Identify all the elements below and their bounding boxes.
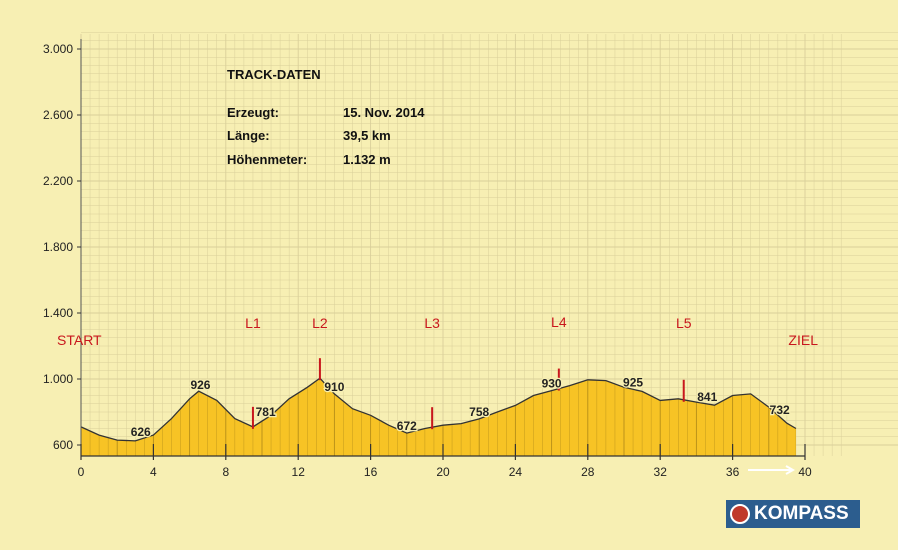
logo-text: KOMPASS bbox=[754, 503, 849, 524]
elevation-value-label: 910 bbox=[324, 380, 344, 394]
section-label: L5 bbox=[676, 315, 692, 331]
section-label: ZIEL bbox=[788, 332, 818, 348]
y-tick-label: 2.600 bbox=[43, 108, 73, 122]
y-tick-label: 2.200 bbox=[43, 174, 73, 188]
elevation-gain-label: Höhenmeter: bbox=[227, 152, 308, 167]
created-label: Erzeugt: bbox=[227, 105, 279, 120]
elevation-profile-line bbox=[80, 377, 797, 442]
section-label: L4 bbox=[551, 314, 567, 330]
y-tick-label: 1.800 bbox=[43, 240, 73, 254]
elevation-gain-value: 1.132 m bbox=[343, 152, 391, 167]
x-tick-label: 40 bbox=[798, 465, 812, 479]
elevation-value-label: 732 bbox=[770, 403, 790, 417]
finish-arrow-icon bbox=[748, 465, 796, 475]
x-tick-label: 8 bbox=[222, 465, 229, 479]
chart-marks: 626 926 781 910 672 758 930 925 841 732 START L1 L2 L… bbox=[57, 314, 818, 440]
x-tick-label: 28 bbox=[581, 465, 595, 479]
section-label: L2 bbox=[312, 315, 328, 331]
y-tick-label: 600 bbox=[53, 438, 73, 452]
chart-grid bbox=[80, 32, 898, 456]
x-tick-label: 32 bbox=[654, 465, 668, 479]
elevation-value-label: 758 bbox=[469, 405, 489, 419]
elevation-value-label: 930 bbox=[542, 377, 562, 391]
chart-axes: 600 1.000 1.400 1.800 2.200 2.600 3.000 0 4 8 12 16… bbox=[43, 39, 812, 479]
x-tick-label: 4 bbox=[150, 465, 157, 479]
x-tick-label: 24 bbox=[509, 465, 523, 479]
elevation-value-label: 626 bbox=[131, 425, 151, 439]
elevation-value-label: 925 bbox=[623, 375, 643, 389]
y-tick-label: 3.000 bbox=[43, 42, 73, 56]
created-value: 15. Nov. 2014 bbox=[343, 105, 425, 120]
section-label: L3 bbox=[424, 315, 440, 331]
y-tick-label: 1.400 bbox=[43, 306, 73, 320]
x-tick-label: 20 bbox=[436, 465, 450, 479]
section-label: L1 bbox=[245, 315, 261, 331]
x-tick-label: 0 bbox=[78, 465, 85, 479]
elevation-area-fill bbox=[81, 378, 796, 456]
x-tick-label: 12 bbox=[292, 465, 306, 479]
section-label: START bbox=[57, 332, 102, 348]
compass-logo-icon bbox=[730, 504, 750, 524]
kompass-logo: KOMPASS bbox=[726, 500, 860, 528]
elevation-value-label: 841 bbox=[697, 390, 717, 404]
elevation-value-label: 781 bbox=[256, 405, 276, 419]
length-label: Länge: bbox=[227, 128, 270, 143]
track-info-title: TRACK-DATEN bbox=[227, 67, 321, 82]
y-tick-label: 1.000 bbox=[43, 372, 73, 386]
x-tick-label: 36 bbox=[726, 465, 740, 479]
x-tick-label: 16 bbox=[364, 465, 378, 479]
elevation-value-label: 926 bbox=[190, 378, 210, 392]
elevation-value-label: 672 bbox=[397, 419, 417, 433]
length-value: 39,5 km bbox=[343, 128, 391, 143]
